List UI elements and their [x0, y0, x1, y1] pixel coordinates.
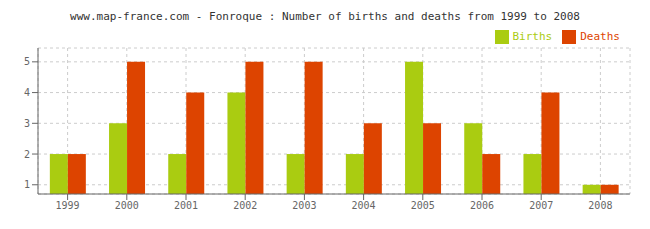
svg-text:2002: 2002 — [233, 200, 257, 211]
svg-text:4: 4 — [24, 87, 30, 98]
svg-text:2006: 2006 — [470, 200, 494, 211]
html-text:Deaths: Deaths — [580, 30, 620, 43]
svg-text:2007: 2007 — [529, 200, 553, 211]
html-text:Births: Births — [512, 30, 553, 43]
svg-text:2001: 2001 — [174, 200, 198, 211]
svg-text:2003: 2003 — [292, 200, 316, 211]
html-text:www.map-france.com - Fonroque: www.map-france.com - Fonroque : Number o… — [70, 10, 580, 23]
svg-text:2: 2 — [24, 149, 30, 160]
svg-text:1999: 1999 — [56, 200, 80, 211]
svg-text:1: 1 — [24, 179, 30, 190]
svg-text:2008: 2008 — [588, 200, 612, 211]
svg-text:3: 3 — [24, 118, 30, 129]
svg-text:5: 5 — [24, 56, 30, 67]
svg-text:2000: 2000 — [115, 200, 139, 211]
svg-text:2004: 2004 — [352, 200, 376, 211]
svg-text:2005: 2005 — [411, 200, 435, 211]
